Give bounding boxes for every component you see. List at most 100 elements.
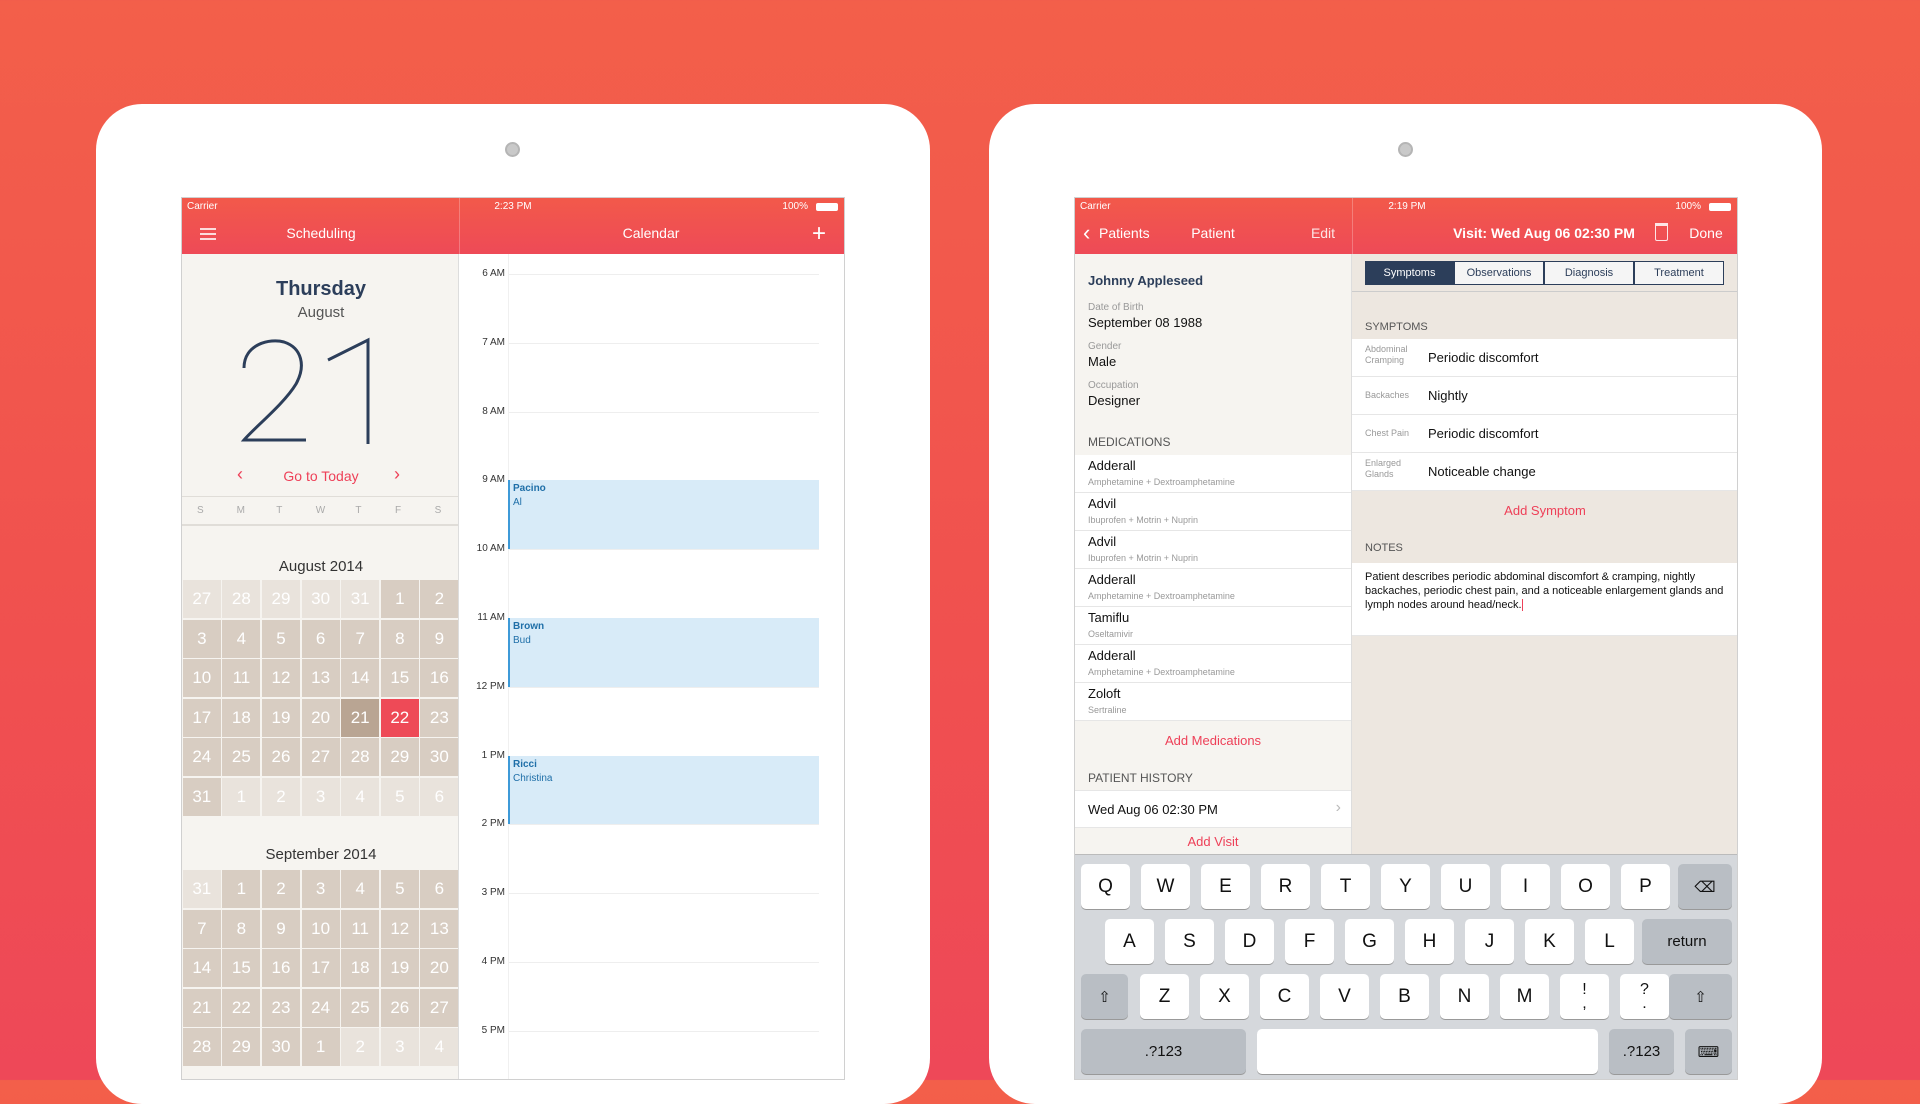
calendar-day[interactable]: 4	[420, 1028, 458, 1067]
medication-row[interactable]: Advil Ibuprofen + Motrin + Nuprin	[1075, 531, 1351, 569]
key-space[interactable]	[1257, 1029, 1598, 1074]
calendar-day[interactable]: 31	[182, 870, 221, 908]
calendar-day[interactable]: 22	[222, 988, 261, 1027]
go-to-today-button[interactable]: Go to Today	[283, 468, 359, 484]
tab-diagnosis[interactable]: Diagnosis	[1544, 261, 1634, 285]
calendar-day[interactable]: 25	[222, 738, 261, 777]
key-z[interactable]: Z	[1140, 974, 1189, 1019]
calendar-day[interactable]: 1	[222, 778, 261, 816]
key-shift-right[interactable]: ⇧	[1669, 974, 1732, 1019]
calendar-day[interactable]: 29	[222, 1028, 261, 1067]
calendar-day[interactable]: 27	[420, 988, 458, 1027]
tab-treatment[interactable]: Treatment	[1634, 261, 1724, 285]
medication-row[interactable]: Adderall Amphetamine + Dextroamphetamine	[1075, 569, 1351, 607]
key-n[interactable]: N	[1440, 974, 1489, 1019]
calendar-day[interactable]: 11	[222, 659, 261, 698]
key-i[interactable]: I	[1501, 864, 1550, 909]
calendar-day[interactable]: 16	[262, 949, 300, 988]
menu-icon[interactable]	[200, 228, 216, 240]
calendar-day[interactable]: 29	[380, 738, 419, 777]
key-t[interactable]: T	[1321, 864, 1370, 909]
calendar-day[interactable]: 6	[301, 619, 340, 658]
calendar-day[interactable]: 4	[341, 778, 380, 816]
key-r[interactable]: R	[1261, 864, 1310, 909]
trash-icon[interactable]	[1655, 223, 1668, 241]
key-numbers-left[interactable]: .?123	[1081, 1029, 1246, 1074]
calendar-day[interactable]: 28	[341, 738, 380, 777]
key-h[interactable]: H	[1405, 919, 1454, 964]
key-l[interactable]: L	[1585, 919, 1634, 964]
symptom-row[interactable]: Chest Pain Periodic discomfort	[1352, 415, 1737, 453]
calendar-event[interactable]: Pacino Al	[508, 480, 819, 550]
key-o[interactable]: O	[1561, 864, 1610, 909]
next-arrow-icon[interactable]: ›	[394, 464, 400, 484]
back-patients-button[interactable]: Patients	[1099, 225, 1150, 241]
calendar-day[interactable]: 10	[301, 909, 340, 948]
calendar-day[interactable]: 21	[341, 698, 380, 737]
add-visit-button[interactable]: Add Visit	[1187, 834, 1239, 849]
calendar-day[interactable]: 1	[222, 870, 261, 908]
calendar-day[interactable]: 14	[341, 659, 380, 698]
symptom-row[interactable]: Backaches Nightly	[1352, 377, 1737, 415]
calendar-day[interactable]: 26	[262, 738, 300, 777]
calendar-day[interactable]: 22	[380, 698, 419, 737]
calendar-day[interactable]: 27	[301, 738, 340, 777]
calendar-day[interactable]: 3	[380, 1028, 419, 1067]
key-x[interactable]: X	[1200, 974, 1249, 1019]
tab-observations[interactable]: Observations	[1454, 261, 1544, 285]
calendar-day[interactable]: 5	[380, 870, 419, 908]
calendar-day[interactable]: 6	[420, 778, 458, 816]
calendar-day[interactable]: 1	[301, 1028, 340, 1067]
calendar-day[interactable]: 19	[262, 698, 300, 737]
add-icon[interactable]: +	[811, 220, 826, 247]
key-p[interactable]: P	[1621, 864, 1670, 909]
calendar-day[interactable]: 12	[380, 909, 419, 948]
calendar-day[interactable]: 3	[301, 778, 340, 816]
calendar-day[interactable]: 25	[341, 988, 380, 1027]
calendar-day[interactable]: 23	[420, 698, 458, 737]
history-row[interactable]: Wed Aug 06 02:30 PM ›	[1075, 790, 1351, 828]
calendar-day[interactable]: 7	[182, 909, 221, 948]
calendar-day[interactable]: 5	[380, 778, 419, 816]
medication-row[interactable]: Advil Ibuprofen + Motrin + Nuprin	[1075, 493, 1351, 531]
calendar-day[interactable]: 26	[380, 988, 419, 1027]
calendar-day[interactable]: 30	[420, 738, 458, 777]
key-delete[interactable]: ⌫	[1678, 864, 1732, 909]
calendar-day[interactable]: 30	[262, 1028, 300, 1067]
medication-row[interactable]: Adderall Amphetamine + Dextroamphetamine	[1075, 645, 1351, 683]
calendar-day[interactable]: 29	[262, 580, 300, 618]
calendar-day[interactable]: 17	[182, 698, 221, 737]
calendar-day[interactable]: 10	[182, 659, 221, 698]
notes-textarea[interactable]: Patient describes periodic abdominal dis…	[1352, 563, 1737, 636]
key-d[interactable]: D	[1225, 919, 1274, 964]
calendar-day[interactable]: 13	[301, 659, 340, 698]
calendar-day[interactable]: 2	[341, 1028, 380, 1067]
calendar-day[interactable]: 16	[420, 659, 458, 698]
calendar-day[interactable]: 12	[262, 659, 300, 698]
add-symptom-button[interactable]: Add Symptom	[1504, 503, 1586, 518]
calendar-day[interactable]: 30	[301, 580, 340, 618]
calendar-day[interactable]: 8	[222, 909, 261, 948]
key-j[interactable]: J	[1465, 919, 1514, 964]
calendar-day[interactable]: 11	[341, 909, 380, 948]
key-dismiss-keyboard[interactable]: ⌨	[1685, 1029, 1732, 1074]
done-button[interactable]: Done	[1689, 225, 1723, 241]
calendar-day[interactable]: 20	[420, 949, 458, 988]
key-punct-7[interactable]: ! ,	[1560, 974, 1609, 1019]
calendar-day[interactable]: 28	[222, 580, 261, 618]
key-punct-8[interactable]: ? .	[1620, 974, 1669, 1019]
symptom-row[interactable]: Enlarged Glands Noticeable change	[1352, 453, 1737, 491]
medication-row[interactable]: Tamiflu Oseltamivir	[1075, 607, 1351, 645]
calendar-day[interactable]: 2	[262, 870, 300, 908]
key-m[interactable]: M	[1500, 974, 1549, 1019]
calendar-day[interactable]: 14	[182, 949, 221, 988]
calendar-day[interactable]: 15	[222, 949, 261, 988]
calendar-day[interactable]: 31	[182, 778, 221, 816]
calendar-day[interactable]: 3	[182, 619, 221, 658]
calendar-day[interactable]: 15	[380, 659, 419, 698]
calendar-day[interactable]: 4	[341, 870, 380, 908]
key-y[interactable]: Y	[1381, 864, 1430, 909]
calendar-day[interactable]: 31	[341, 580, 380, 618]
key-f[interactable]: F	[1285, 919, 1334, 964]
calendar-day[interactable]: 23	[262, 988, 300, 1027]
